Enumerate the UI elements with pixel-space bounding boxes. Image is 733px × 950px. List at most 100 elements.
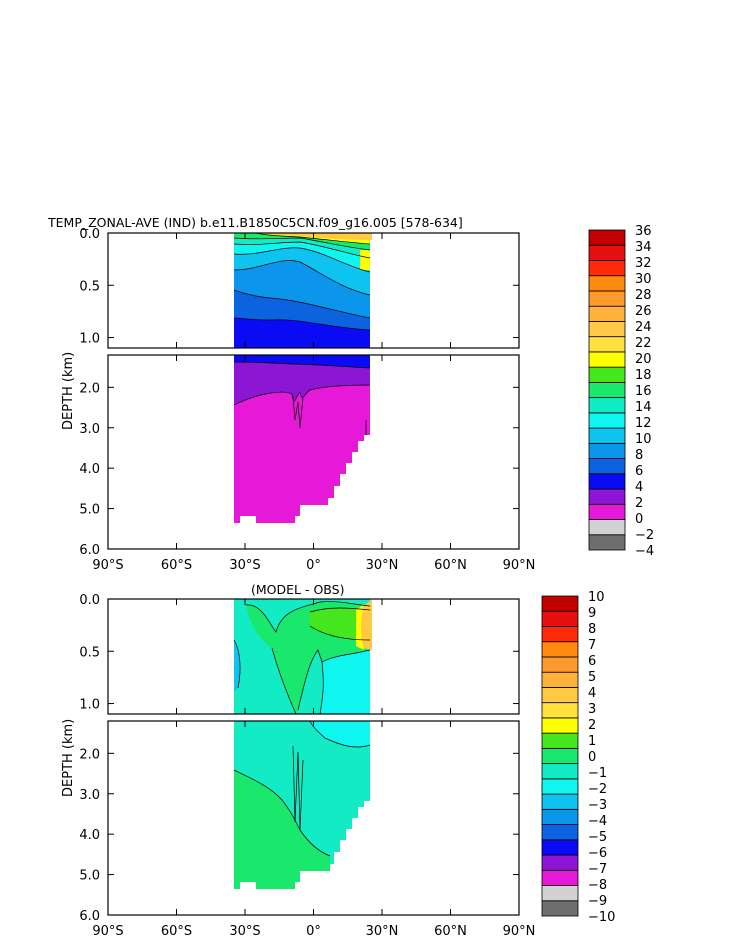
diff-xtick-label: 0° (306, 924, 321, 939)
temp-cbar-label: 32 (635, 256, 652, 271)
temp-cbar-swatch (588, 351, 626, 368)
diff-panel: (MODEL - OBS) (61, 582, 615, 939)
temp-band-orange (262, 233, 372, 240)
temp-lower-field (233, 355, 371, 523)
temp-cbar-swatch (588, 397, 626, 414)
temp-ylabel: DEPTH (km) (61, 352, 76, 430)
temp-xtick-label: 30°S (229, 558, 260, 573)
diff-cbar-swatch (541, 702, 579, 719)
diff-xtick-label: 90°S (92, 924, 123, 939)
diff-cbar-swatch (541, 687, 579, 704)
diff-cbar-swatch (541, 900, 579, 917)
temp-ytick-label: 0.5 (79, 279, 100, 294)
temp-ytick-label: 3.0 (79, 422, 100, 437)
temp-xtick-label: 60°N (434, 558, 467, 573)
diff-cbar-swatch (541, 732, 579, 749)
diff-cbar-swatch (541, 656, 579, 673)
diff-cbar-label: 5 (588, 670, 596, 685)
temp-ytick-label: 4.0 (79, 462, 100, 477)
temp-cbar-label: −4 (635, 544, 654, 559)
temp-lower-purple (234, 355, 370, 405)
temp-cbar-swatch (588, 321, 626, 338)
temp-axis-ticks: 90°S 60°S 30°S 0° 30°N 60°N 90°N 0.0 0.5 1.0 2.0 3.… (79, 227, 535, 573)
temp-band-edge-yellow (360, 250, 370, 270)
temp-ytick-label: 0.0 (79, 227, 100, 242)
diff-ytick-label: 4.0 (79, 828, 100, 843)
diff-cbar-label: 3 (588, 702, 596, 717)
temp-cbar-label: 28 (635, 288, 652, 303)
temp-cbar-label: 0 (635, 512, 643, 527)
diff-title: (MODEL - OBS) (251, 582, 344, 597)
diff-cbar-swatch (541, 763, 579, 780)
temp-cbar-swatch (588, 427, 626, 444)
diff-cbar-swatch (541, 671, 579, 688)
temp-cbar-swatch (588, 534, 626, 551)
diff-cbar-label: −4 (588, 814, 607, 829)
temp-upper-field (233, 233, 372, 348)
temp-lower-contours (233, 361, 371, 435)
diff-cbar-label: −7 (588, 862, 607, 877)
temp-cbar-swatch (588, 458, 626, 475)
temp-panel: TEMP_ZONAL-AVE (IND) b.e11.B1850C5CN.f09… (47, 215, 654, 573)
diff-cbar-label: 10 (588, 590, 605, 605)
diff-xtick-label: 60°N (434, 924, 467, 939)
diff-cbar-label: 1 (588, 734, 596, 749)
temp-cbar-label: 20 (635, 352, 652, 367)
diff-cbar-swatch (541, 824, 579, 841)
diff-ytick-label: 3.0 (79, 788, 100, 803)
temp-cbar-label: 24 (635, 320, 652, 335)
diff-cbar-label: −1 (588, 766, 607, 781)
temp-cbar-label: 18 (635, 368, 652, 383)
temp-ytick-label: 1.0 (79, 332, 100, 347)
temp-cbar-label: 26 (635, 304, 652, 319)
diff-cbar-label: −5 (588, 830, 607, 845)
diff-upper-contours (233, 601, 371, 714)
diff-cbar-swatch (541, 839, 579, 856)
temp-cbar-label: −2 (635, 528, 654, 543)
diff-cbar-label: 6 (588, 654, 596, 669)
temp-cbar-label: 8 (635, 448, 643, 463)
temp-xtick-label: 60°S (161, 558, 192, 573)
temp-xtick-label: 90°S (92, 558, 123, 573)
diff-cbar-label: −10 (588, 910, 615, 925)
diff-ytick-label: 0.5 (79, 645, 100, 660)
diff-cbar-swatch (541, 747, 579, 765)
diff-cbar-label: −2 (588, 782, 607, 797)
diff-lower-contours (233, 721, 371, 857)
diff-cbar-label: −3 (588, 798, 607, 813)
temp-cbar-label: 12 (635, 416, 652, 431)
diff-ylabel: DEPTH (km) (61, 719, 76, 797)
diff-cbar-label: 7 (588, 638, 596, 653)
temp-xtick-label: 30°N (366, 558, 399, 573)
diff-cbar-swatch (541, 793, 579, 810)
temp-cbar-label: 36 (635, 224, 652, 239)
temp-cbar-label: 34 (635, 240, 652, 255)
diff-cbar-label: −9 (588, 894, 607, 909)
diff-xtick-label: 30°S (229, 924, 260, 939)
diff-xtick-label: 30°N (366, 924, 399, 939)
temp-cbar-swatch (588, 473, 626, 490)
diff-xtick-label: 60°S (161, 924, 192, 939)
temp-cbar-label: 2 (635, 496, 643, 511)
diff-cbar-swatch (541, 869, 579, 886)
diff-axis-ticks: 90°S 60°S 30°S 0° 30°N 60°N 90°N 0.0 0.5 1.0 2.0 3.… (79, 593, 535, 939)
diff-cbar-label: 4 (588, 686, 596, 701)
temp-cbar-label: 6 (635, 464, 643, 479)
temp-cbar-swatch (588, 305, 626, 322)
temp-cbar-swatch (588, 519, 626, 536)
diff-upper-cyan (320, 650, 370, 714)
diff-lower-field (233, 721, 371, 889)
diff-cbar-label: −6 (588, 846, 607, 861)
diff-ytick-label: 0.0 (79, 593, 100, 608)
diff-upper-orange (359, 599, 372, 650)
temp-cbar-label: 10 (635, 432, 652, 447)
diff-cbar-swatch (541, 626, 579, 643)
diff-ytick-label: 5.0 (79, 869, 100, 884)
temp-lower-blue (234, 355, 370, 368)
temp-cbar-label: 16 (635, 384, 652, 399)
diff-cbar-swatch (541, 808, 579, 825)
